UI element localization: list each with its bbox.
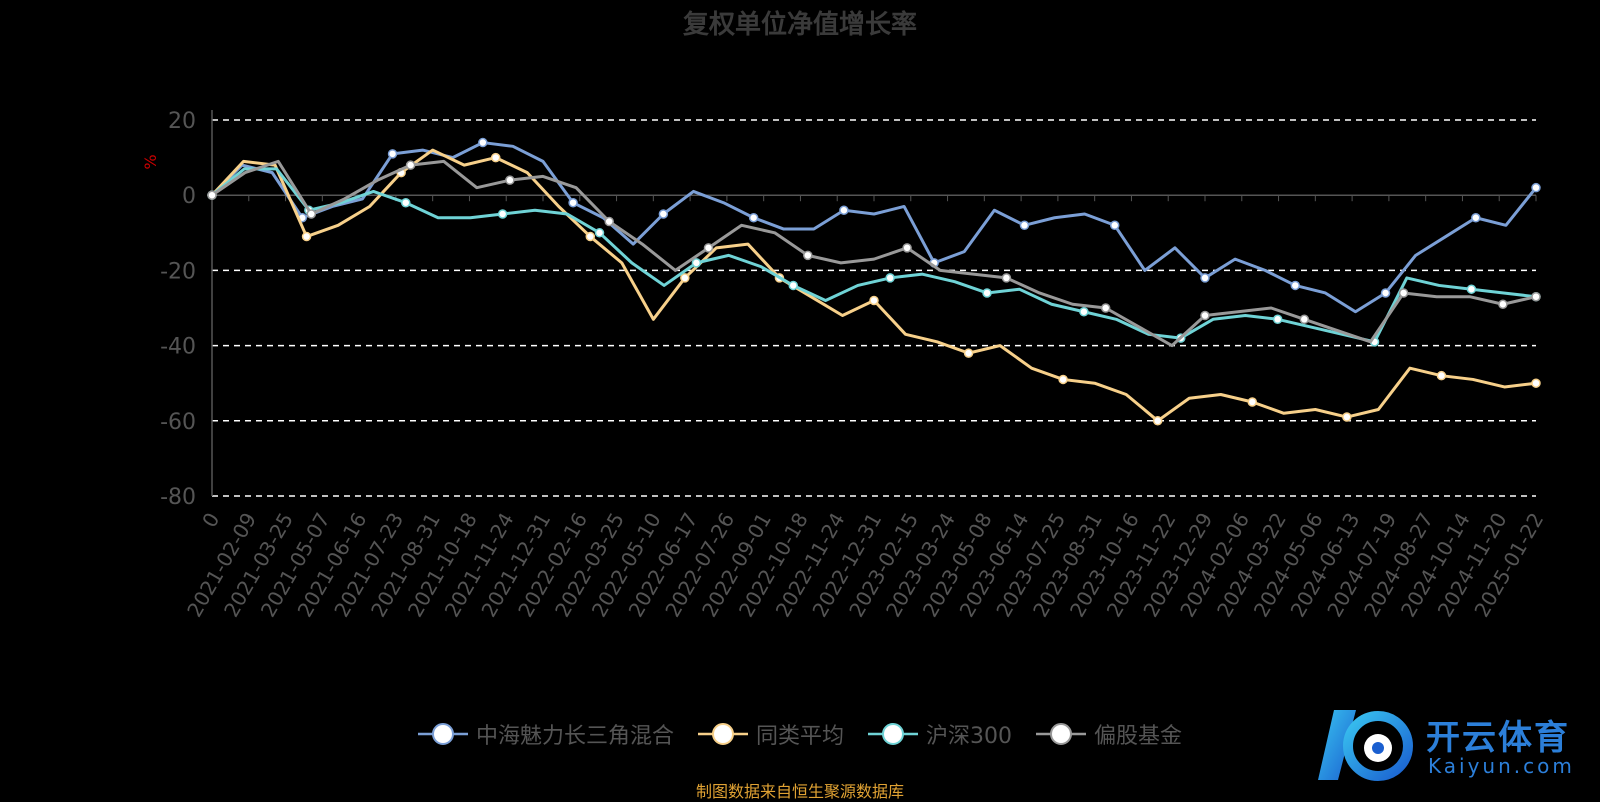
data-point [803,250,813,261]
data-point [1471,213,1481,223]
kaiyun-logo: 开云体育 Kaiyun.com [1316,702,1586,788]
data-point [982,288,992,298]
data-point [963,348,974,358]
series-line [210,148,1537,423]
data-point [505,175,515,185]
data-point [1079,307,1089,317]
legend-label: 中海魅力长三角混合 [475,724,674,749]
y-tick-label: -80 [160,485,196,510]
data-point [1531,182,1541,193]
y-axis-label: % [141,154,160,169]
data-point [902,243,912,253]
logo-text-cn: 开云体育 [1426,718,1570,758]
data-point [1001,273,1012,283]
data-point [387,149,398,159]
legend-label: 同类平均 [755,724,844,749]
data-point [1290,280,1301,291]
data-point [1466,284,1477,294]
data-point [703,243,714,253]
data-point [405,160,416,170]
data-point [1109,220,1120,231]
data-point [680,273,690,283]
data-point [306,209,317,219]
logo-text-en: Kaiyun.com [1428,754,1575,778]
data-point [885,273,895,283]
legend-item[interactable]: 中海魅力长三角混合 [417,718,674,750]
data-point [585,231,596,242]
data-point [1398,288,1409,298]
chart-title: 复权单位净值增长率 [682,10,917,40]
data-point [1531,378,1541,388]
data-point [1200,273,1210,283]
data-point [490,152,501,163]
data-point [1247,397,1258,407]
data-point [1380,288,1391,298]
y-tick-label: -40 [160,335,196,360]
data-point [869,295,879,306]
data-point [1272,314,1283,325]
y-tick-label: 20 [168,109,196,134]
data-point [497,209,508,219]
data-point [839,205,849,215]
series-line [211,159,1537,348]
data-point [1342,412,1352,422]
legend-item[interactable]: 偏股基金 [1036,718,1182,750]
data-point [1299,314,1310,325]
series-line [211,167,1537,344]
legend-marker-icon [868,723,918,745]
data-point [568,197,578,208]
data-point [1531,291,1541,302]
series-line [210,141,1538,314]
data-point [1200,310,1210,321]
data-point [748,213,759,223]
data-point [658,209,669,219]
data-point [207,190,217,200]
y-tick-label: -20 [160,259,196,284]
kaiyun-logo-icon [1318,710,1413,781]
data-point [604,216,614,227]
data-point [1019,220,1030,231]
data-point [1436,370,1447,381]
data-source-note: 制图数据来自恒生聚源数据库 [695,782,904,801]
data-point [594,228,605,238]
legend-marker-icon [417,723,468,745]
y-tick-label: -60 [160,410,196,435]
legend-item[interactable]: 同类平均 [697,718,844,750]
legend-marker-icon [697,723,748,745]
line-chart: 200-20-40-60-80%02021-02-092021-03-25202… [141,109,1548,621]
legend-label: 沪深300 [926,724,1012,749]
legend-item[interactable]: 沪深300 [868,718,1012,750]
data-point [1498,299,1508,309]
legend-label: 偏股基金 [1094,724,1183,749]
data-point [1100,303,1111,313]
data-point [301,231,312,242]
y-tick-label: 0 [182,184,196,209]
data-point [1152,416,1163,426]
chart-legend: 中海魅力长三角混合 同类平均 沪深300 偏股基金 [0,718,1600,750]
x-tick-label: 0 [197,509,224,532]
data-point [401,197,411,208]
data-point [691,258,702,268]
legend-marker-icon [1036,723,1086,745]
data-point [1058,374,1068,385]
data-point [478,137,488,148]
data-point [788,280,799,291]
